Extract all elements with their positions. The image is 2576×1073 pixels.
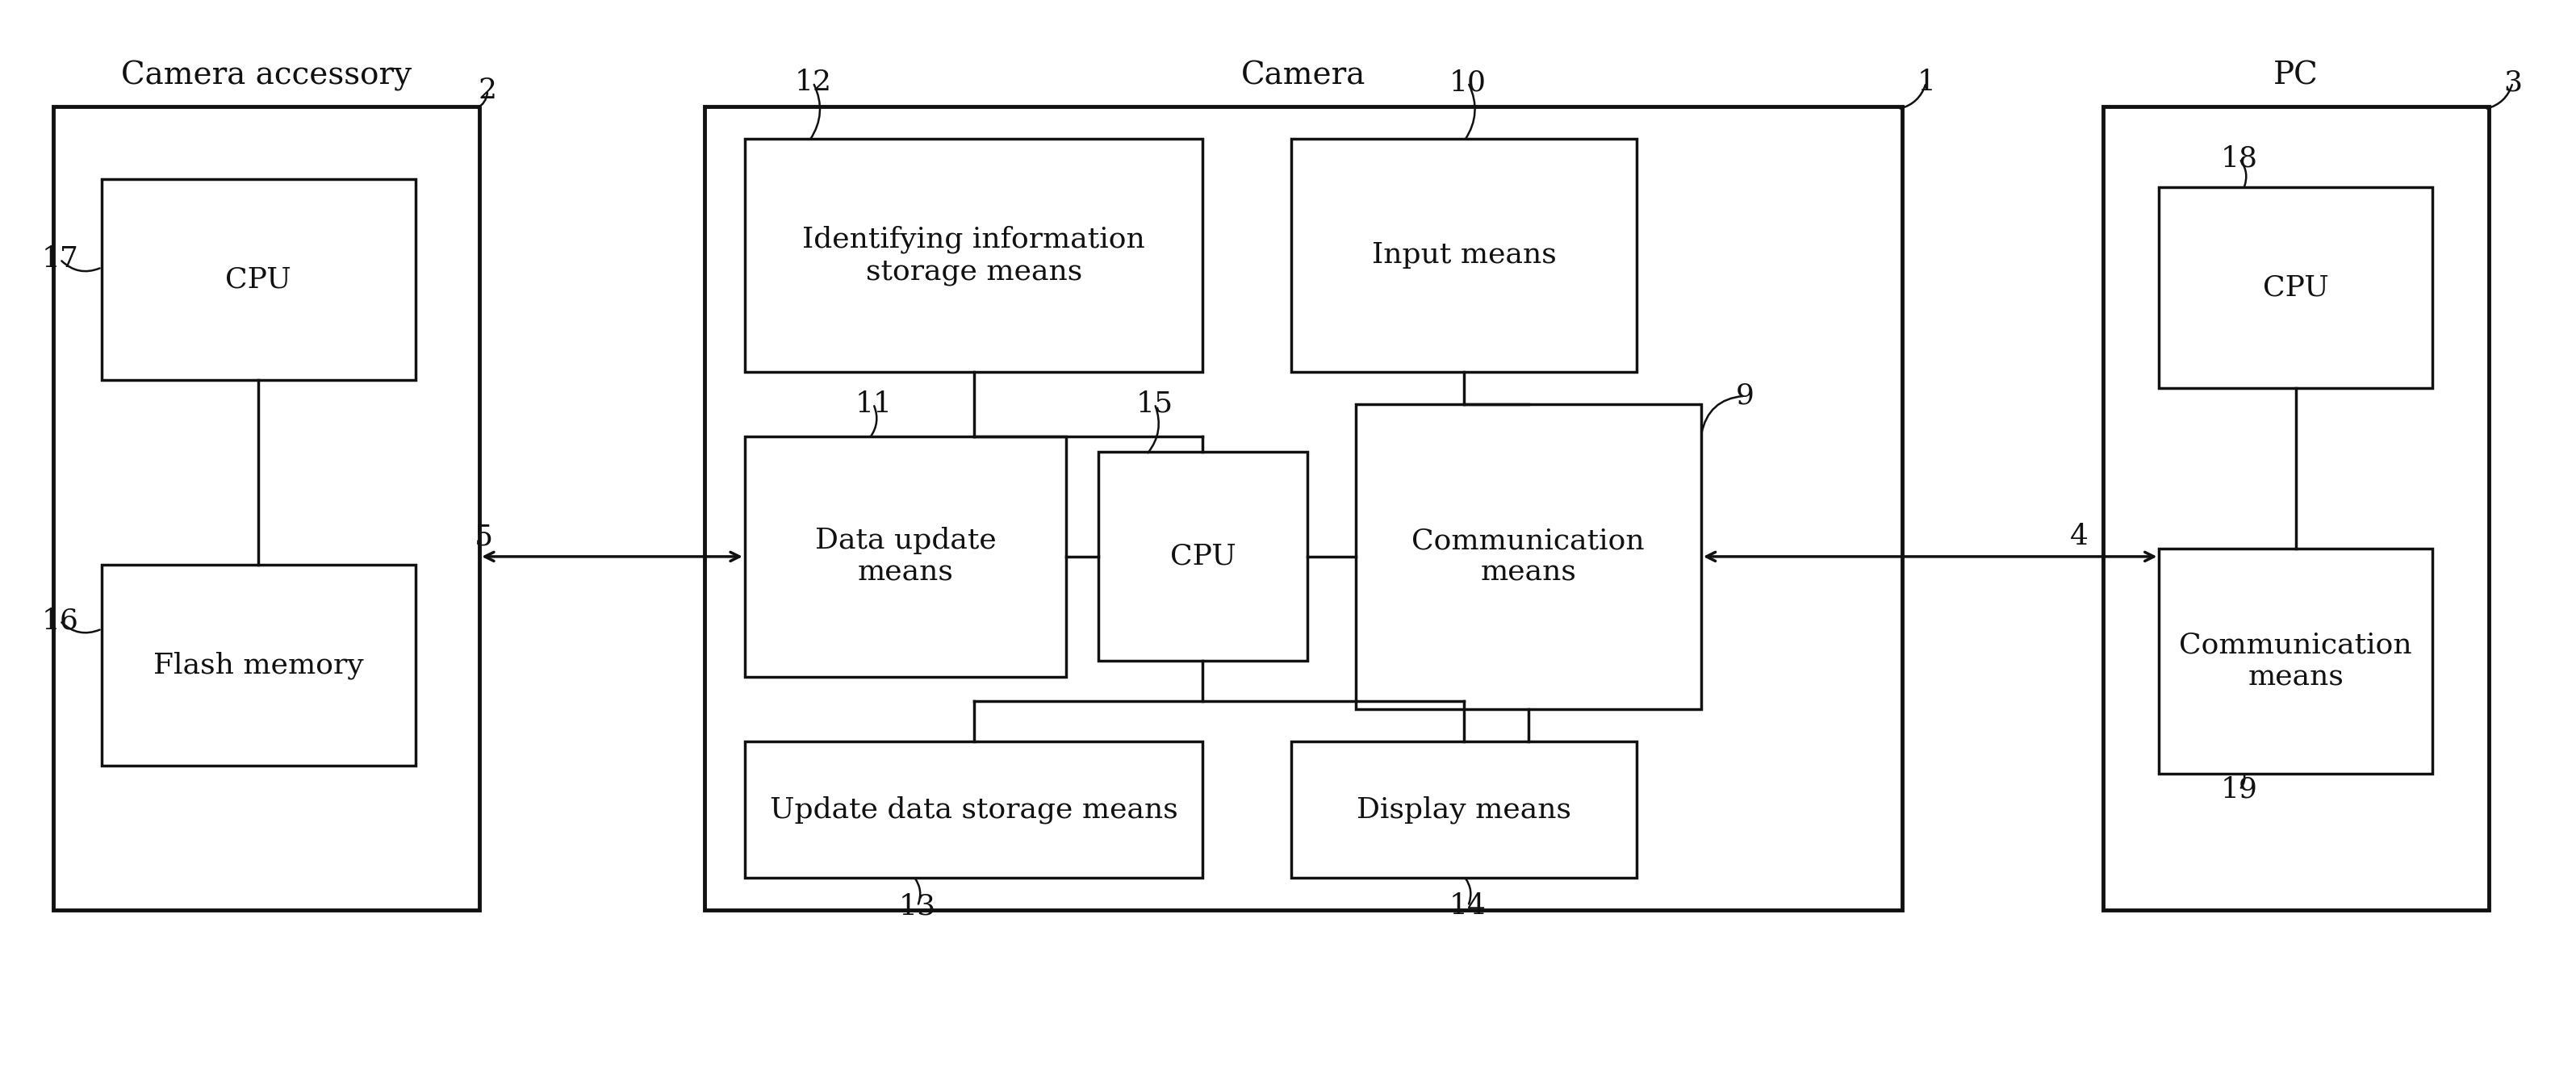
Text: 19: 19 <box>2221 776 2259 804</box>
Text: Data update
means: Data update means <box>814 527 997 586</box>
Bar <box>2102 106 2488 910</box>
Text: 12: 12 <box>793 69 832 97</box>
Text: 15: 15 <box>1136 391 1172 417</box>
Text: 10: 10 <box>1450 69 1486 97</box>
Text: 14: 14 <box>1450 893 1486 920</box>
Bar <box>1291 741 1636 878</box>
Text: 1: 1 <box>1917 69 1935 97</box>
Text: 16: 16 <box>41 607 77 634</box>
Bar <box>744 436 1066 677</box>
Text: CPU: CPU <box>1170 543 1236 571</box>
Bar <box>744 741 1203 878</box>
Text: 18: 18 <box>2221 145 2259 173</box>
Text: Camera: Camera <box>1242 61 1365 91</box>
Text: Flash memory: Flash memory <box>155 651 363 679</box>
Text: Communication
means: Communication means <box>2179 631 2411 691</box>
Text: 3: 3 <box>2504 69 2522 97</box>
Text: 17: 17 <box>41 246 77 273</box>
Bar <box>2159 548 2432 774</box>
Text: PC: PC <box>2272 61 2318 91</box>
Text: 9: 9 <box>1736 382 1754 410</box>
Text: Input means: Input means <box>1370 241 1556 269</box>
Text: Update data storage means: Update data storage means <box>770 796 1177 824</box>
Text: CPU: CPU <box>2262 274 2329 302</box>
Bar <box>744 138 1203 372</box>
Text: Camera accessory: Camera accessory <box>121 61 412 91</box>
Text: 5: 5 <box>474 523 492 550</box>
Text: Identifying information
storage means: Identifying information storage means <box>801 225 1146 285</box>
Bar <box>2159 187 2432 387</box>
Bar <box>54 106 479 910</box>
Bar <box>706 106 1901 910</box>
Bar <box>1291 138 1636 372</box>
Bar <box>103 179 415 380</box>
Text: CPU: CPU <box>227 266 291 293</box>
Bar <box>1355 403 1700 709</box>
Bar <box>103 564 415 765</box>
Text: 11: 11 <box>855 391 891 417</box>
Text: 4: 4 <box>2069 523 2089 550</box>
Text: Display means: Display means <box>1358 796 1571 824</box>
Bar <box>1097 452 1306 661</box>
Text: 13: 13 <box>899 893 935 920</box>
Text: 2: 2 <box>479 77 497 104</box>
Text: Communication
means: Communication means <box>1412 527 1643 586</box>
